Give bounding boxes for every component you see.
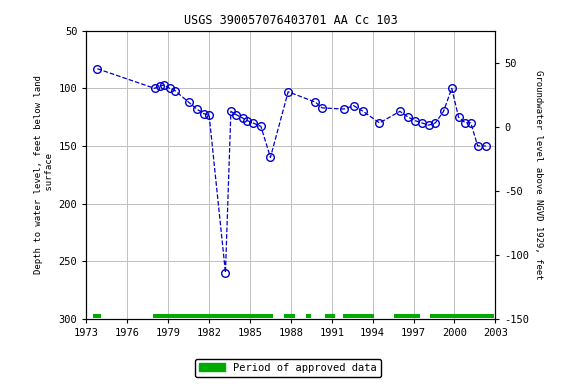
Bar xyxy=(306,314,312,318)
Legend: Period of approved data: Period of approved data xyxy=(195,359,381,377)
Title: USGS 390057076403701 AA Cc 103: USGS 390057076403701 AA Cc 103 xyxy=(184,14,398,27)
Y-axis label: Groundwater level above NGVD 1929, feet: Groundwater level above NGVD 1929, feet xyxy=(533,70,543,280)
Bar xyxy=(343,314,374,318)
Bar xyxy=(325,314,335,318)
Bar xyxy=(284,314,295,318)
Bar xyxy=(395,314,420,318)
Bar xyxy=(430,314,494,318)
Bar xyxy=(93,314,101,318)
Bar xyxy=(153,314,273,318)
Y-axis label: Depth to water level, feet below land
 surface: Depth to water level, feet below land su… xyxy=(33,75,55,274)
